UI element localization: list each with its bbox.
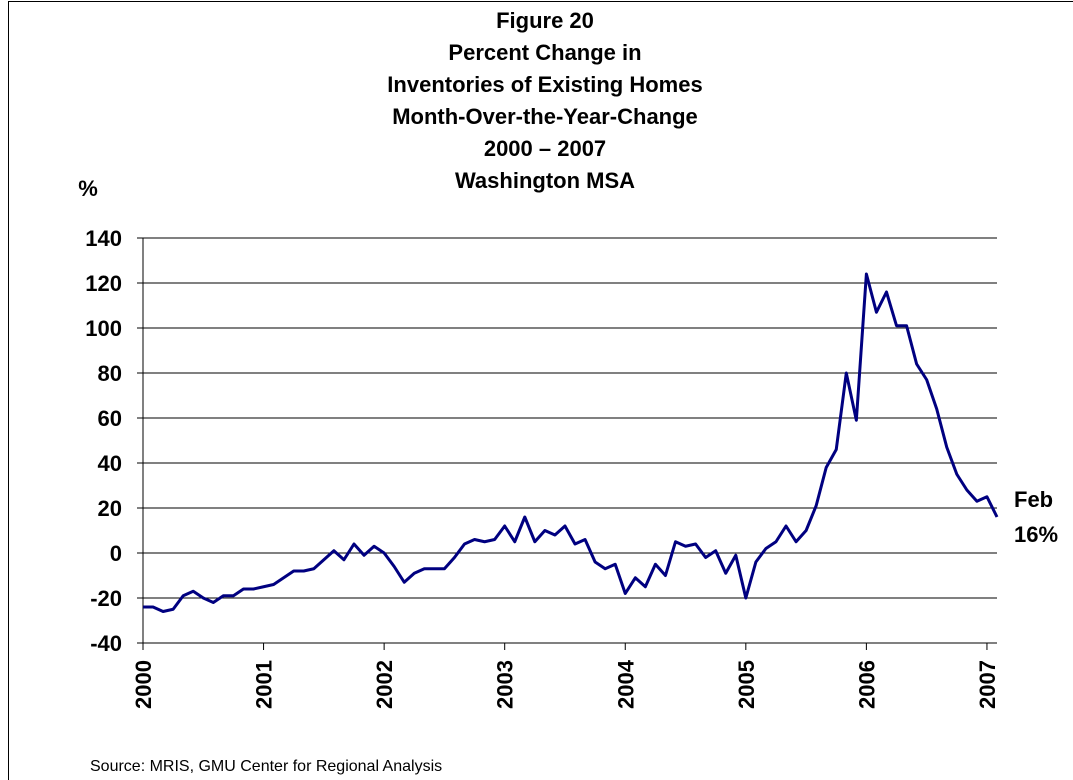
x-tick-label: 2007 — [975, 660, 1000, 709]
x-tick-label: 2000 — [131, 660, 156, 709]
y-tick-label: 0 — [110, 541, 122, 566]
chart-title: Figure 20 — [496, 8, 594, 33]
chart-title: Washington MSA — [455, 168, 635, 193]
x-tick-label: 2001 — [252, 660, 277, 709]
chart-title: Inventories of Existing Homes — [387, 72, 702, 97]
source: Source: MRIS, GMU Center for Regional An… — [90, 758, 442, 775]
chart-title: Percent Change in — [448, 40, 641, 65]
y-tick-label: 140 — [85, 226, 122, 251]
frame — [8, 1, 1073, 780]
y-tick-label: 80 — [98, 361, 122, 386]
chart-title: Month-Over-the-Year-Change — [392, 104, 698, 129]
x-tick-label: 2004 — [613, 659, 638, 709]
y-tick-label: 40 — [98, 451, 122, 476]
annotation: Feb — [1014, 487, 1053, 512]
y-tick-label: 120 — [85, 271, 122, 296]
y-tick-label: 100 — [85, 316, 122, 341]
annotation: 16% — [1014, 522, 1058, 547]
x-tick-label: 2006 — [854, 660, 879, 709]
y-tick-label: 20 — [98, 496, 122, 521]
y-tick-label: 60 — [98, 406, 122, 431]
y-tick-label: -40 — [90, 631, 122, 656]
x-tick-label: 2002 — [372, 660, 397, 709]
x-tick-label: 2005 — [734, 660, 759, 709]
y-tick-label: -20 — [90, 586, 122, 611]
line — [143, 272, 999, 613]
y-axis-label: % — [78, 176, 98, 201]
chart-title: 2000 – 2007 — [484, 136, 606, 161]
x-tick-label: 2003 — [493, 660, 518, 709]
